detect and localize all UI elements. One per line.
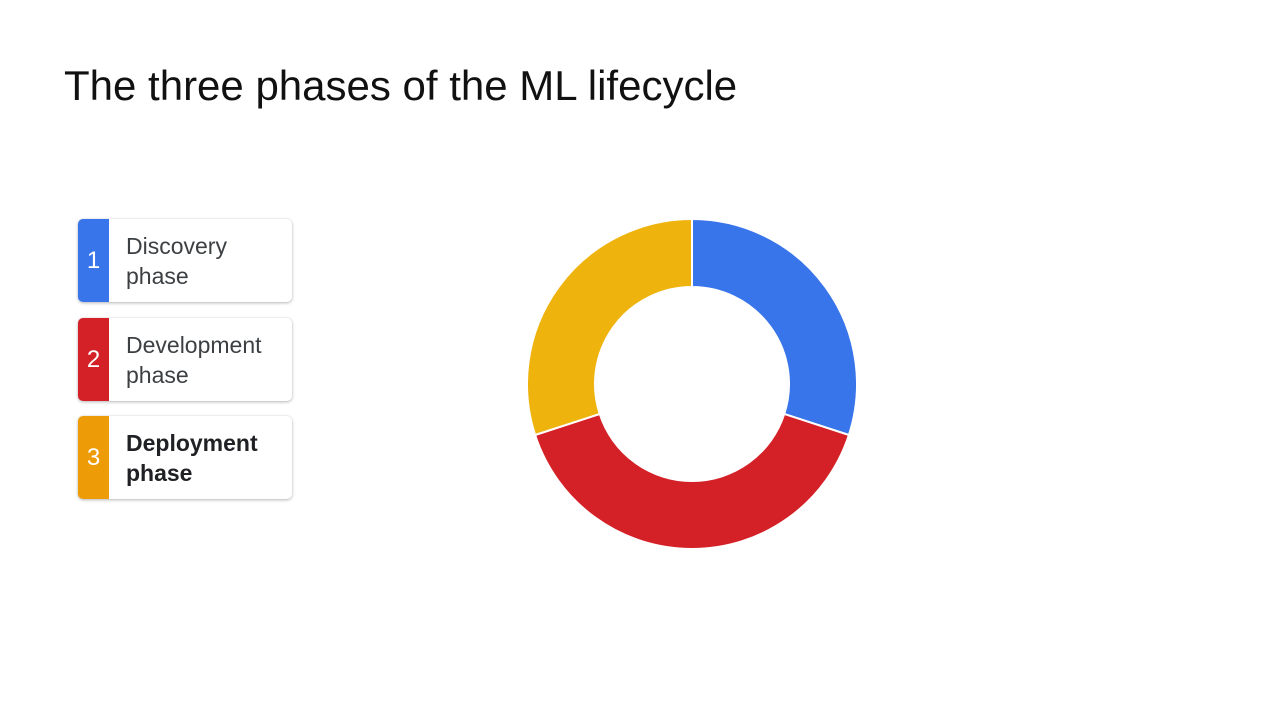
donut-segment-2 bbox=[533, 412, 851, 550]
phase-label: Deployment phase bbox=[126, 429, 258, 486]
slide-title: The three phases of the ML lifecycle bbox=[64, 62, 738, 109]
phase-label: Development phase bbox=[126, 331, 262, 388]
phase-number-badge: 1 bbox=[78, 219, 109, 302]
phase-number-badge: 2 bbox=[78, 318, 109, 401]
phase-card-deployment: 3 Deployment phase bbox=[78, 416, 292, 499]
donut-segment-1 bbox=[691, 217, 858, 437]
phase-number-badge: 3 bbox=[78, 416, 109, 499]
phase-list: 1 Discovery phase 2 Development phase 3 … bbox=[78, 219, 292, 515]
phase-card-discovery: 1 Discovery phase bbox=[78, 219, 292, 302]
phase-card-development: 2 Development phase bbox=[78, 318, 292, 401]
donut-svg bbox=[526, 217, 858, 550]
lifecycle-donut-chart bbox=[520, 212, 864, 556]
donut-segment-3 bbox=[526, 217, 693, 437]
phase-label: Discovery phase bbox=[126, 232, 227, 289]
